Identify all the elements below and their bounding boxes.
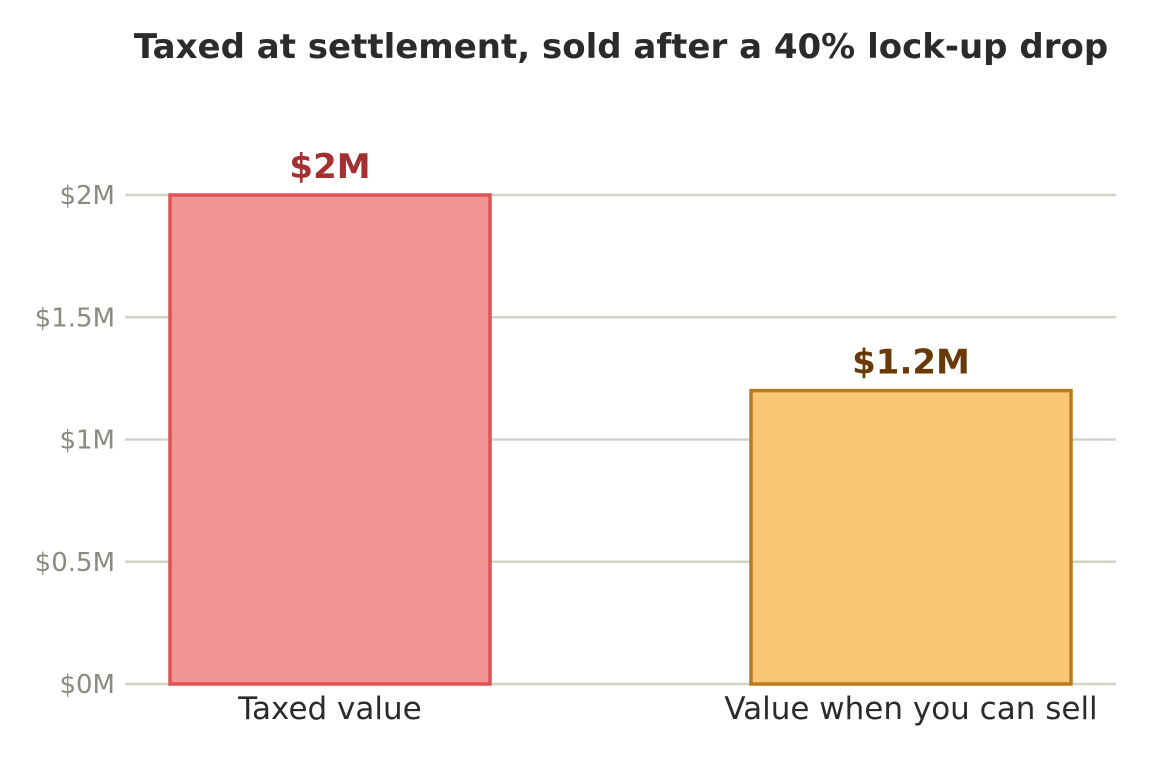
y-tick-label: $0M [59, 670, 115, 700]
x-category-label: Taxed value [237, 691, 421, 727]
y-axis-ticks: $0M $0.5M $1M $1.5M $2M [35, 181, 115, 700]
x-axis-categories: Taxed value Value when you can sell [237, 691, 1097, 727]
bar-2 [749, 388, 1073, 686]
x-category-label: Value when you can sell [724, 691, 1097, 727]
bars [168, 193, 1073, 686]
y-tick-label: $1M [59, 426, 115, 456]
value-labels: $2M $1.2M [289, 147, 969, 383]
y-tick-label: $0.5M [35, 548, 115, 578]
bar-value-label: $1.2M [852, 343, 970, 383]
y-tick-label: $2M [59, 181, 115, 211]
chart-title: Taxed at settlement, sold after a 40% lo… [134, 27, 1108, 67]
bar-value-label: $2M [289, 147, 370, 187]
bar-1 [168, 193, 492, 686]
y-tick-label: $1.5M [35, 303, 115, 333]
